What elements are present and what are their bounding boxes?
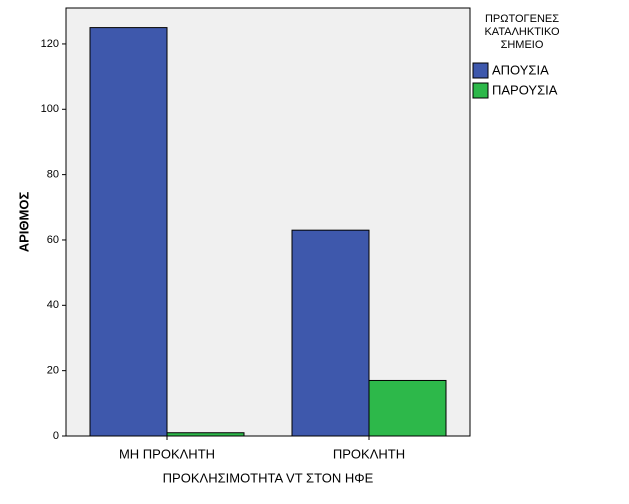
y-tick-label: 60	[47, 234, 59, 246]
y-tick-label: 20	[47, 365, 59, 377]
bar	[291, 229, 370, 437]
legend-label: ΠΑΡΟΥΣΙΑ	[492, 82, 558, 97]
y-tick-label: 0	[53, 430, 59, 442]
y-tick-label: 100	[41, 103, 59, 115]
legend-swatch	[472, 82, 489, 99]
x-axis-label: ΠΡΟΚΛΗΣΙΜΟΤΗΤΑ VT ΣΤΟΝ ΗΦΕ	[163, 470, 374, 485]
y-tick-label: 120	[41, 38, 59, 50]
legend-title: ΠΡΩΤΟΓΕΝΕΣ	[485, 13, 559, 25]
y-axis-label: ΑΡΙΘΜΟΣ	[16, 192, 31, 253]
legend-title: ΣΗΜΕΙΟ	[501, 39, 544, 51]
bar	[368, 379, 447, 437]
bar	[89, 27, 168, 437]
x-tick-label: ΠΡΟΚΛΗΤΗ	[333, 446, 405, 461]
legend-label: ΑΠΟΥΣΙΑ	[492, 62, 549, 77]
legend-title: ΚΑΤΑΛΗΚΤΙΚΟ	[484, 26, 559, 38]
x-tick-label: ΜΗ ΠΡΟΚΛΗΤΗ	[119, 446, 215, 461]
y-tick-label: 40	[47, 299, 59, 311]
legend-swatch	[472, 62, 489, 79]
y-tick-label: 80	[47, 169, 59, 181]
bar	[166, 432, 245, 437]
